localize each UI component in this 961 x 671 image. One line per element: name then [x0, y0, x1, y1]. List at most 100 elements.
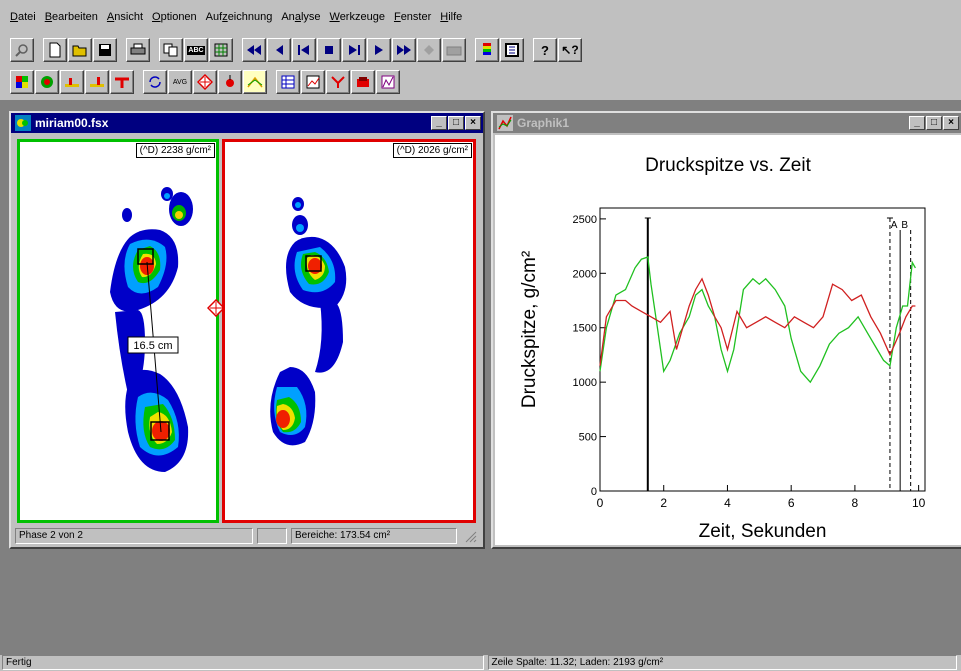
minimize-icon: _ [914, 117, 920, 128]
3d-view-button[interactable] [60, 70, 84, 94]
help-button[interactable]: ? [533, 38, 557, 62]
new-file-button[interactable] [43, 38, 67, 62]
contour-view-button[interactable] [35, 70, 59, 94]
play-icon [375, 45, 383, 55]
menu-item-3[interactable]: Optionen [152, 11, 197, 23]
y-tick-label: 500 [579, 432, 597, 444]
open-file-button[interactable] [68, 38, 92, 62]
fast-forward-icon [397, 45, 411, 55]
color-view-button[interactable] [10, 70, 34, 94]
ruler-button[interactable] [326, 70, 350, 94]
save-file-button[interactable] [93, 38, 117, 62]
menu-item-6[interactable]: Werkzeuge [329, 11, 385, 23]
peak-view-button[interactable] [110, 70, 134, 94]
fast-forward-button[interactable] [392, 38, 416, 62]
menu-bar: Datei Bearbeiten Ansicht Optionen Aufzeichnu… [0, 0, 961, 34]
x-tick-label: 2 [660, 496, 667, 510]
print-button[interactable] [126, 38, 150, 62]
stop-icon [325, 46, 333, 54]
color-scale-icon [483, 43, 491, 55]
toe-blob [122, 208, 132, 222]
graph-minimize-button[interactable]: _ [909, 116, 925, 130]
step-back-button[interactable] [267, 38, 291, 62]
line-chart: 0 500 1000 1500 2000 2500 0 2 4 6 8 10 A B Zeit, Sekun… [519, 207, 926, 542]
left-foot-panel[interactable]: (^D) 2238 g/cm² [17, 139, 219, 523]
trajectory-icon [226, 75, 234, 87]
pressure-map-title: miriam00.fsx [35, 116, 109, 130]
x-tick-label: 4 [724, 496, 731, 510]
rotate-button[interactable] [143, 70, 167, 94]
average-button[interactable]: AVG [168, 70, 192, 94]
graph-maximize-button[interactable]: □ [926, 116, 942, 130]
pressure-map-titlebar[interactable]: miriam00.fsx _ □ × [11, 113, 483, 133]
play-button[interactable] [367, 38, 391, 62]
graph-window[interactable]: Graphik1 _ □ × Druckspitze vs. Zeit 0 500… [491, 111, 961, 549]
maximize-icon: □ [930, 117, 938, 128]
table-icon [281, 75, 295, 89]
color-scale-button[interactable] [475, 38, 499, 62]
time-marker-label: B [901, 220, 908, 231]
area-button[interactable] [351, 70, 375, 94]
menu-item-2[interactable]: Ansicht [106, 11, 144, 23]
table-button[interactable] [276, 70, 300, 94]
x-tick-label: 8 [852, 496, 859, 510]
app-statusbar: Fertig Zeile Spalte: 11.32; Laden: 2193 … [0, 655, 961, 671]
peak-icon [115, 77, 129, 88]
graph-canvas[interactable]: Druckspitze vs. Zeit 0 500 1000 1500 2000 250… [495, 135, 961, 545]
rewind-button[interactable] [242, 38, 266, 62]
3d-wire-view-button[interactable] [85, 70, 109, 94]
minimize-icon: _ [436, 117, 442, 128]
statistics-button[interactable] [376, 70, 400, 94]
ruler-icon [331, 76, 345, 88]
graph-close-button[interactable]: × [943, 116, 959, 130]
menu-item-5[interactable]: Analyse [281, 11, 321, 23]
resize-grip-icon [465, 531, 477, 543]
camera-button[interactable] [442, 38, 466, 62]
avg-icon: AVG [172, 78, 188, 86]
x-axis-label: Zeit, Sekunden [699, 521, 827, 542]
minimize-button[interactable]: _ [431, 116, 447, 130]
text-label-button[interactable]: ABC [184, 38, 208, 62]
line-graph-button[interactable] [301, 70, 325, 94]
distance-label-box [127, 336, 179, 354]
sensor-grid-icon [214, 43, 228, 57]
x-tick-label: 10 [912, 496, 926, 510]
center-of-force-button[interactable] [193, 70, 217, 94]
legend-button[interactable] [500, 38, 524, 62]
app-status-message: Fertig [2, 655, 484, 670]
heel-marker-box [150, 421, 170, 441]
help-question-icon: ? [541, 42, 549, 58]
menu-item-1[interactable]: Bearbeiten [44, 11, 98, 23]
crosshair-diamond-icon [197, 74, 213, 90]
midfoot-contour [315, 302, 343, 373]
camera-icon [446, 46, 462, 56]
pressure-map-window[interactable]: miriam00.fsx _ □ × (^D) 2238 g/cm² [9, 111, 485, 549]
marker-button[interactable] [417, 38, 441, 62]
close-button[interactable]: × [465, 116, 481, 130]
toe-blob [296, 224, 304, 232]
pressure-trace-button[interactable] [243, 70, 267, 94]
center-of-force-icon[interactable] [207, 299, 225, 317]
last-frame-button[interactable] [342, 38, 366, 62]
y-tick-label: 2500 [573, 214, 597, 226]
menu-item-7[interactable]: Fenster [393, 11, 432, 23]
y-axis-label: Druckspitze, g/cm² [519, 251, 540, 408]
menu-item-0[interactable]: Datei [10, 11, 36, 23]
y-tick-label: 0 [591, 486, 597, 498]
maximize-button[interactable]: □ [448, 116, 464, 130]
copy-button[interactable] [159, 38, 183, 62]
menu-item-8[interactable]: Hilfe [440, 11, 463, 23]
pressure-map-statusbar: Phase 2 von 2 Bereiche: 173.54 cm² [15, 527, 477, 545]
first-frame-button[interactable] [292, 38, 316, 62]
right-foot-panel[interactable]: (^D) 2026 g/cm² [222, 139, 476, 523]
stop-button[interactable] [317, 38, 341, 62]
context-help-button[interactable]: ↖? [558, 38, 582, 62]
trajectory-button[interactable] [218, 70, 242, 94]
magnifier-icon [15, 44, 28, 57]
help-pointer-button[interactable] [10, 38, 34, 62]
menu-item-4[interactable]: Aufzeichnung [205, 11, 273, 23]
forefoot-peak [308, 258, 322, 274]
sensor-button[interactable] [209, 38, 233, 62]
graph-titlebar[interactable]: Graphik1 _ □ × [493, 113, 961, 133]
y-tick-label: 1500 [573, 323, 597, 335]
